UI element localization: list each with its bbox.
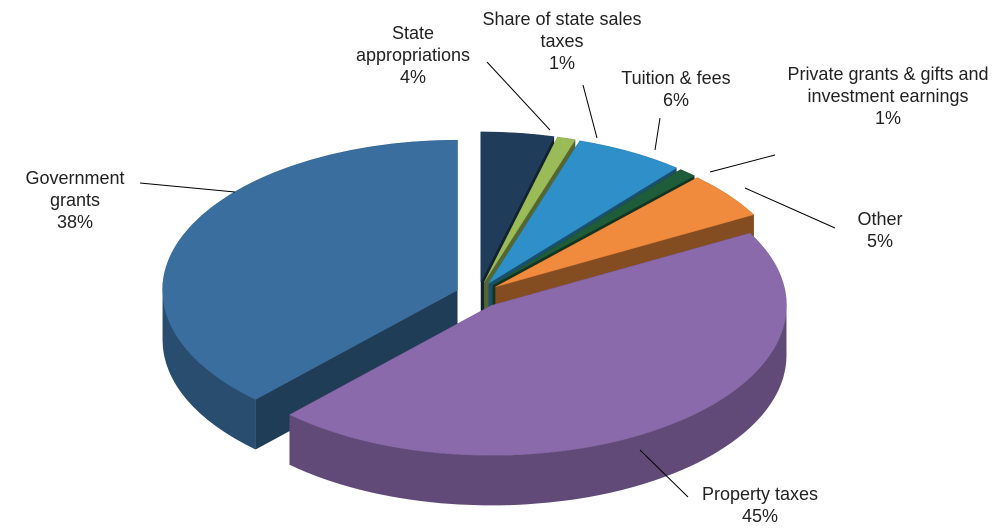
slice-wall [162,290,256,450]
slice-label: Share of state sales taxes 1% [477,8,647,74]
slice-label: Private grants & gifts and investment ea… [773,63,995,129]
leader-line [486,61,551,131]
slice-label: Property taxes 45% [670,483,850,527]
value-label: 6% [662,90,689,110]
category-label: Share of state sales taxes [482,9,642,51]
category-label: Property taxes [701,484,819,504]
value-label: 4% [399,67,426,87]
category-label: State appropriations [355,23,471,65]
slice [495,177,755,288]
leader-line [744,187,836,229]
value-label: 38% [56,212,94,232]
slice-label: State appropriations 4% [333,22,493,88]
slice [488,140,678,284]
leader-line [654,117,661,151]
category-label: Private grants & gifts and investment ea… [787,64,989,106]
category-label: Government grants [25,168,125,210]
slice-label: Other 5% [830,208,930,252]
value-label: 5% [866,231,893,251]
leader-line [639,449,689,498]
value-label: 45% [741,506,779,526]
slice [483,136,576,283]
slice-label: Government grants 38% [5,167,145,233]
slice-wall [289,305,787,506]
value-label: 1% [548,53,575,73]
slice [492,169,696,286]
category-label: Tuition & fees [621,68,731,88]
slice [162,139,458,400]
leader-line [582,84,598,139]
slice-label: Tuition & fees 6% [596,67,756,111]
slice [480,131,555,283]
leader-line [709,154,776,173]
slice [288,232,787,456]
leader-line [139,182,236,193]
value-label: 1% [874,108,901,128]
category-label: Other [857,209,903,229]
